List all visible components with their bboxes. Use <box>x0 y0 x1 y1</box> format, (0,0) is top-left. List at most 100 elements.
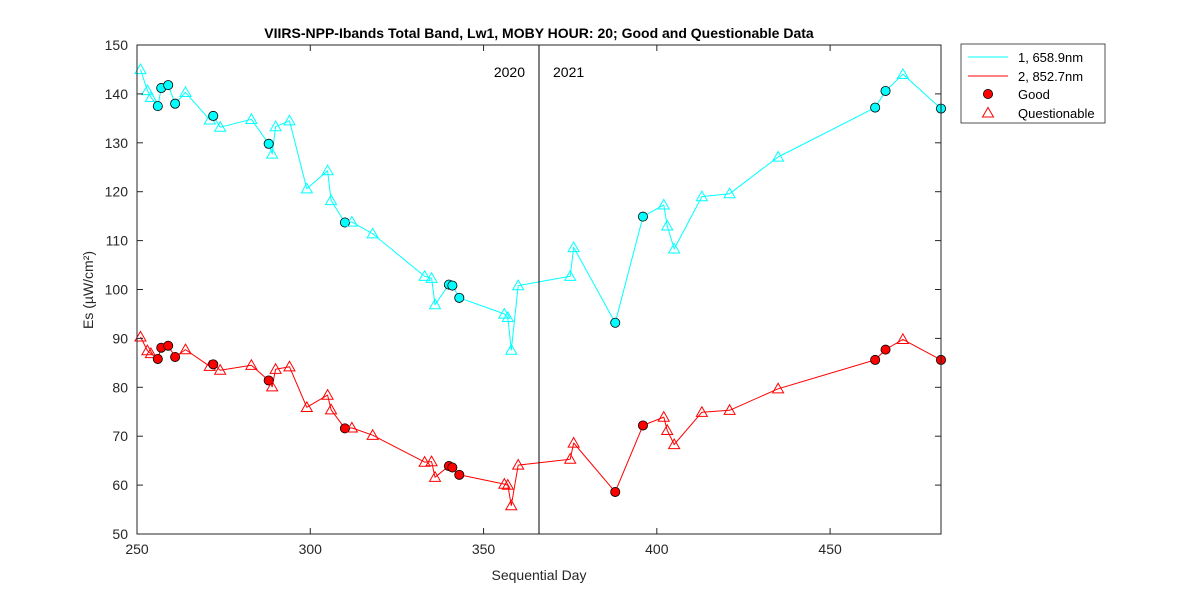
series-2-good-point-5 <box>163 340 174 351</box>
series-2-questionable-point-10 <box>213 363 227 375</box>
series-2-questionable-point-37 <box>660 423 674 435</box>
series-1-questionable-point-41 <box>771 150 785 162</box>
series-1-good-point-35 <box>637 211 648 222</box>
series-2-good-point-12 <box>263 375 274 386</box>
x-axis-label: Sequential Day <box>492 567 587 583</box>
series-1-good-point-5 <box>163 80 174 91</box>
series-1-good-point-3 <box>152 101 163 112</box>
series-2-good-point-42 <box>870 354 881 365</box>
y-tick-label-60: 60 <box>112 477 128 493</box>
series-2-questionable-point-21 <box>366 428 380 440</box>
y-tick-label-90: 90 <box>112 330 128 346</box>
series-1-questionable-point-31 <box>511 279 525 291</box>
y-tick-label-50: 50 <box>112 526 128 542</box>
y-axis-label: Es (µW/cm²) <box>80 251 96 329</box>
x-tick-label-300: 300 <box>299 541 323 557</box>
year-label-2020: 2020 <box>494 64 525 80</box>
series-2-questionable-point-24 <box>428 470 442 482</box>
series-2-questionable-point-14 <box>269 362 282 374</box>
series-1-questionable-point-17 <box>321 164 334 176</box>
legend-questionable-marker <box>981 106 995 118</box>
x-tick-label-250: 250 <box>125 541 149 557</box>
series-1-questionable-point-38 <box>667 242 681 254</box>
legend-label-good: Good <box>1018 87 1050 102</box>
y-tick-label-150: 150 <box>105 37 129 53</box>
chart-title: VIIRS-NPP-Ibands Total Band, Lw1, MOBY H… <box>264 25 814 41</box>
series-1-questionable-point-20 <box>345 215 359 227</box>
series-1-good-point-9 <box>208 110 219 121</box>
series-1-questionable-point-39 <box>695 190 709 202</box>
series-1-questionable-point-13 <box>265 147 279 159</box>
series-2-questionable-point-30 <box>504 499 518 511</box>
series-2-questionable-point-31 <box>511 458 525 470</box>
y-tick-label-70: 70 <box>112 428 128 444</box>
y-tick-label-80: 80 <box>112 379 128 395</box>
series-1-questionable-point-44 <box>896 67 910 79</box>
y-tick-label-130: 130 <box>105 135 129 151</box>
series-2-questionable-point-22 <box>418 455 431 467</box>
legend-label-series-1: 1, 658.9nm <box>1018 50 1083 65</box>
x-tick-label-400: 400 <box>645 541 669 557</box>
series-1-questionable-point-7 <box>179 85 192 98</box>
series-1-good-point-26 <box>447 280 458 291</box>
series-2-questionable-point-28 <box>497 477 511 489</box>
series-2-good-point-26 <box>447 462 458 473</box>
series-2-questionable-point-17 <box>321 388 334 400</box>
y-tick-label-110: 110 <box>106 233 129 249</box>
series-2-questionable-point-2 <box>144 347 158 359</box>
series-2-questionable-point-44 <box>896 332 910 345</box>
x-tick-label-350: 350 <box>472 541 496 557</box>
series-1-questionable-point-11 <box>245 112 258 124</box>
series-2-good-point-3 <box>152 353 163 364</box>
series-2-questionable-point-7 <box>179 343 192 355</box>
series-layer <box>134 62 947 511</box>
year-label-2021: 2021 <box>553 64 584 80</box>
series-1-questionable-point-22 <box>418 269 431 281</box>
axes-group: 250 300 350 400 450 50 60 70 80 90 100 110 120 130 140… <box>105 37 942 557</box>
series-1-questionable-point-10 <box>213 120 227 132</box>
series-1-questionable-point-37 <box>660 219 674 231</box>
series-1-questionable-point-1 <box>141 83 154 96</box>
y-tick-label-100: 100 <box>105 282 129 298</box>
series-1-good-point-43 <box>880 85 891 96</box>
series-1-questionable-point-21 <box>366 227 380 239</box>
series-1-good-point-27 <box>454 292 465 303</box>
series-2-questionable-point-23 <box>425 455 438 467</box>
series-1-good-point-34 <box>610 317 621 328</box>
series-1-questionable-point-23 <box>425 271 438 283</box>
series-1-good-point-42 <box>870 102 881 113</box>
series-2-questionable-point-15 <box>283 360 296 372</box>
series-2-questionable-point-33 <box>567 436 581 448</box>
series-1-questionable-point-40 <box>723 187 736 199</box>
series-1-questionable-point-0 <box>134 62 147 75</box>
y-tick-label-120: 120 <box>105 184 129 200</box>
series-2-questionable-point-0 <box>134 330 147 342</box>
series-2-good-point-34 <box>610 486 621 497</box>
series-2-questionable-point-20 <box>345 421 359 433</box>
series-1-good-point-6 <box>170 98 181 109</box>
series-2-questionable-point-16 <box>300 400 314 412</box>
y-tick-label-140: 140 <box>105 86 129 102</box>
year-divider-group: 2020 2021 <box>494 45 584 534</box>
series-1-questionable-point-2 <box>144 90 158 102</box>
series-1-questionable-point-16 <box>300 182 314 194</box>
series-2-questionable-point-18 <box>324 403 338 415</box>
series-2-questionable-point-41 <box>771 382 785 394</box>
series-2-questionable-point-32 <box>563 452 577 464</box>
legend-good-marker <box>983 89 994 100</box>
series-2-good-point-35 <box>637 420 648 431</box>
series-1-questionable-point-36 <box>657 198 671 210</box>
series-2-questionable-point-11 <box>245 358 258 370</box>
series-1-questionable-point-29 <box>501 310 515 322</box>
series-1-questionable-point-30 <box>504 343 518 355</box>
series-2-questionable-point-13 <box>265 380 279 392</box>
series-1-questionable-point-18 <box>324 193 338 206</box>
legend: 1, 658.9nm 2, 852.7nm Good Questionable <box>960 43 1106 124</box>
series-2-good-point-6 <box>170 351 181 362</box>
legend-label-series-2: 2, 852.7nm <box>1018 69 1083 84</box>
legend-label-questionable: Questionable <box>1018 106 1095 121</box>
series-1-questionable-point-24 <box>428 298 442 310</box>
series-2-questionable-point-39 <box>695 405 709 417</box>
series-1-questionable-point-32 <box>563 269 577 281</box>
